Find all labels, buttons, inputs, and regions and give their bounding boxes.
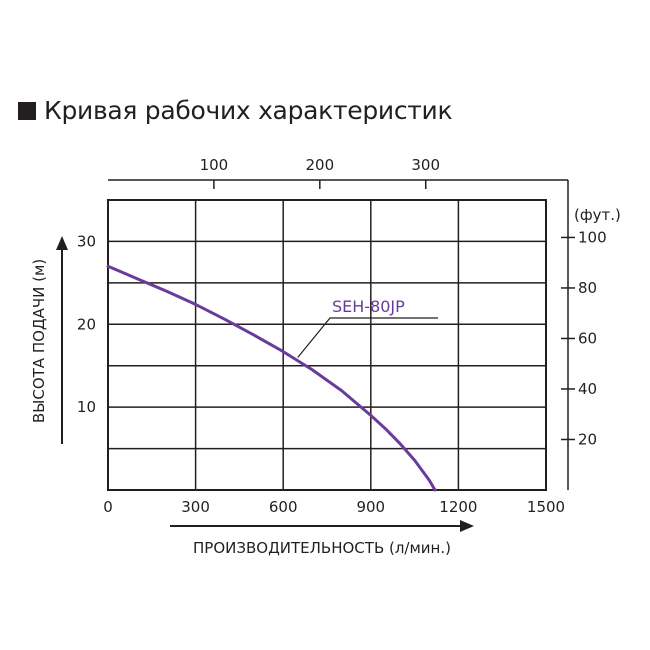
right-axis: (фут.) 20 40 60 80 100 [561, 206, 621, 448]
x-tick-label: 1200 [439, 498, 477, 516]
y-tick-label: 20 [77, 315, 96, 333]
top-axis: 100 200 300 [108, 156, 569, 490]
x-tick-label: 300 [181, 498, 210, 516]
right-tick-label: 20 [578, 430, 597, 448]
x-axis-label: ПРОИЗВОДИТЕЛЬНОСТЬ (л/мин.) [193, 539, 451, 557]
right-tick-label: 60 [578, 329, 597, 347]
y-tick-label: 30 [77, 232, 96, 250]
series-label: SEH-80JP [332, 297, 405, 316]
right-tick-label: 40 [578, 380, 597, 398]
x-tick-label: 900 [356, 498, 385, 516]
right-tick-label: 100 [578, 228, 607, 246]
y-axis-label: ВЫСОТА ПОДАЧИ (м) [30, 259, 48, 423]
right-axis-unit: (фут.) [574, 206, 621, 224]
x-tick-label: 1500 [527, 498, 565, 516]
top-tick-label: 200 [305, 156, 334, 174]
x-axis-arrowhead-icon [460, 520, 474, 532]
top-tick-label: 100 [200, 156, 229, 174]
square-bullet-icon [18, 101, 36, 120]
series-line [106, 264, 437, 492]
x-tick-label: 600 [269, 498, 298, 516]
grid [108, 200, 546, 490]
series-leader-line [297, 317, 438, 358]
y-tick-label: 10 [77, 398, 96, 416]
plot-border [107, 199, 547, 491]
top-tick-label: 300 [411, 156, 440, 174]
x-axis-ticks: 0 300 600 900 1200 1500 [103, 498, 565, 516]
right-tick-label: 80 [578, 279, 597, 297]
y-axis-ticks: 10 20 30 [77, 232, 96, 416]
series-layer: SEH-80JP [106, 264, 438, 492]
plot-frame [107, 199, 547, 491]
chart-title: Кривая рабочих характеристик [18, 96, 453, 125]
y-axis-arrowhead-icon [56, 236, 68, 250]
axis-arrows [56, 236, 474, 532]
chart-title-text: Кривая рабочих характеристик [44, 96, 453, 125]
x-tick-label: 0 [103, 498, 113, 516]
